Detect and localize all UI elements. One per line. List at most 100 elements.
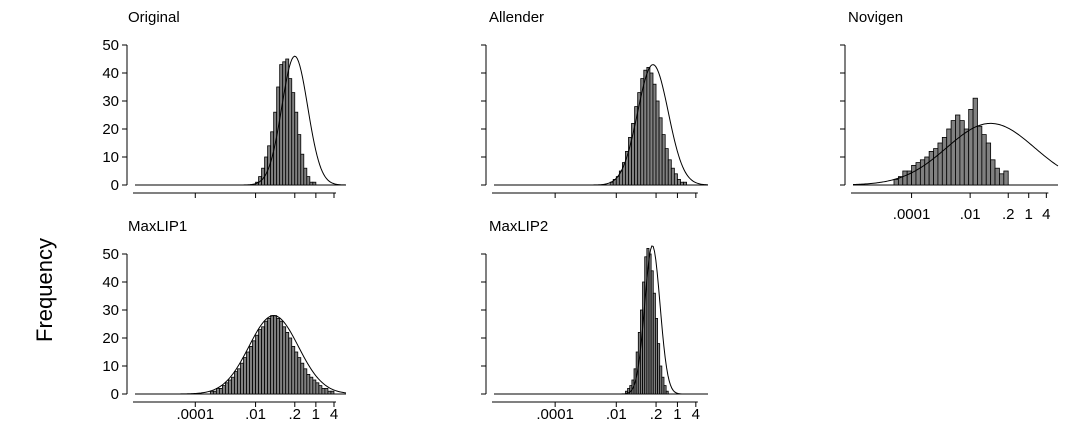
- y-tick-label: 0: [111, 177, 119, 194]
- histogram-bar: [309, 181, 314, 186]
- histogram-bar: [303, 167, 308, 186]
- panel-title: MaxLIP1: [128, 218, 187, 235]
- y-tick-label: 50: [102, 37, 119, 54]
- histogram-bar: [222, 385, 226, 395]
- histogram-bar: [209, 390, 214, 395]
- histogram-bar: [291, 92, 296, 186]
- histogram-bar: [306, 373, 311, 395]
- histogram-bar: [215, 387, 220, 395]
- density-curve: [135, 55, 347, 186]
- histogram-bar: [646, 67, 651, 186]
- x-tick-label: .2: [1002, 206, 1015, 223]
- histogram-bar: [994, 167, 1000, 186]
- histogram-bar: [663, 385, 667, 395]
- histogram-bar: [282, 61, 287, 186]
- histogram-bar: [933, 148, 939, 186]
- histogram-bar: [249, 345, 253, 395]
- y-tick-label: 20: [102, 330, 119, 347]
- histogram-bar: [946, 128, 952, 186]
- histogram-bar: [999, 173, 1005, 186]
- histogram-bar: [243, 357, 247, 395]
- histogram-bar: [291, 345, 296, 395]
- histogram-bar: [661, 134, 666, 186]
- histogram-bar: [919, 159, 926, 186]
- y-tick-label: 30: [102, 93, 119, 110]
- histogram-bar: [212, 390, 217, 395]
- histogram-bar: [276, 317, 281, 395]
- y-tick-label: 10: [102, 149, 119, 166]
- x-tick-label: .01: [960, 206, 981, 223]
- histogram-bar: [959, 120, 965, 186]
- histogram-bar: [309, 376, 314, 395]
- density-curve: [494, 245, 708, 395]
- y-tick-label: 40: [102, 274, 119, 291]
- histogram-bar: [234, 371, 238, 395]
- histogram-bar: [680, 181, 684, 186]
- histogram-bar: [968, 109, 974, 186]
- y-tick-label: 20: [102, 121, 119, 138]
- histogram-bar: [297, 134, 302, 186]
- histogram-panel-1: Original 0 10 20 30 40 50: [102, 9, 347, 198]
- histogram-bar: [990, 159, 996, 186]
- histogram-bar: [658, 117, 663, 186]
- histogram-bar: [255, 334, 259, 395]
- x-tick-label: .0001: [893, 206, 931, 223]
- histogram-bar: [294, 351, 299, 395]
- histogram-bar: [228, 379, 232, 395]
- histogram-bar: [218, 387, 223, 395]
- panel-title: MaxLIP2: [489, 218, 548, 235]
- histogram-bar: [683, 181, 687, 186]
- histogram-bar: [297, 357, 302, 395]
- histogram-bar: [655, 100, 660, 186]
- histogram-bar: [321, 387, 326, 395]
- histogram-panel-4: MaxLIP1 0 10 20 30 40 50 .0001 .01 .2 1 4: [102, 218, 347, 423]
- histogram-bar: [246, 351, 250, 395]
- histogram-bar: [312, 379, 317, 395]
- x-tick-label: .0001: [536, 406, 574, 423]
- y-tick-label: 30: [102, 302, 119, 319]
- density-curve: [852, 122, 1059, 186]
- x-tick-label: 4: [330, 406, 338, 423]
- histogram-bar: [285, 331, 290, 395]
- panel-title: Novigen: [848, 9, 903, 26]
- y-tick-label: 0: [111, 386, 119, 403]
- histogram-bar: [928, 150, 934, 186]
- x-tick-label: .01: [245, 406, 266, 423]
- histogram-bar: [300, 153, 305, 186]
- histogram-bar: [327, 390, 332, 395]
- histogram-bar: [670, 167, 675, 186]
- histogram-panel-2: Allender: [481, 9, 709, 198]
- histogram-panel-3: Novigen .0001 .01 .2 1 4: [840, 9, 1059, 223]
- y-axis-label: Frequency: [32, 238, 57, 342]
- histogram-bar: [267, 317, 272, 395]
- histogram-bar: [924, 156, 930, 186]
- histogram-bar: [652, 83, 657, 186]
- histogram-panel-5: MaxLIP2 .0001 .01 .2 1 4: [481, 218, 708, 423]
- histogram-bar: [294, 111, 299, 186]
- histogram-bar: [1003, 170, 1009, 186]
- y-tick-label: 40: [102, 65, 119, 82]
- histogram-bar: [288, 78, 293, 186]
- y-tick-label: 50: [102, 246, 119, 263]
- histogram-bar: [318, 385, 323, 395]
- histogram-bar: [282, 326, 287, 395]
- x-tick-label: .2: [650, 406, 663, 423]
- histogram-bar: [673, 173, 678, 186]
- histogram-bar: [258, 329, 263, 395]
- histogram-bar: [937, 142, 943, 186]
- histogram-bar: [261, 326, 266, 395]
- x-tick-label: 4: [1042, 206, 1050, 223]
- histogram-bar: [902, 170, 908, 186]
- density-curve: [494, 64, 709, 186]
- histogram-bar: [252, 340, 256, 395]
- x-tick-label: .0001: [177, 406, 215, 423]
- histogram-bar: [649, 72, 654, 186]
- histogram-bar: [643, 69, 648, 186]
- x-tick-label: .01: [606, 406, 627, 423]
- histogram-bar: [315, 382, 320, 395]
- histogram-bar: [941, 136, 948, 186]
- histogram-bar: [312, 181, 317, 186]
- histogram-bar: [667, 159, 672, 186]
- histogram-bar: [264, 320, 269, 395]
